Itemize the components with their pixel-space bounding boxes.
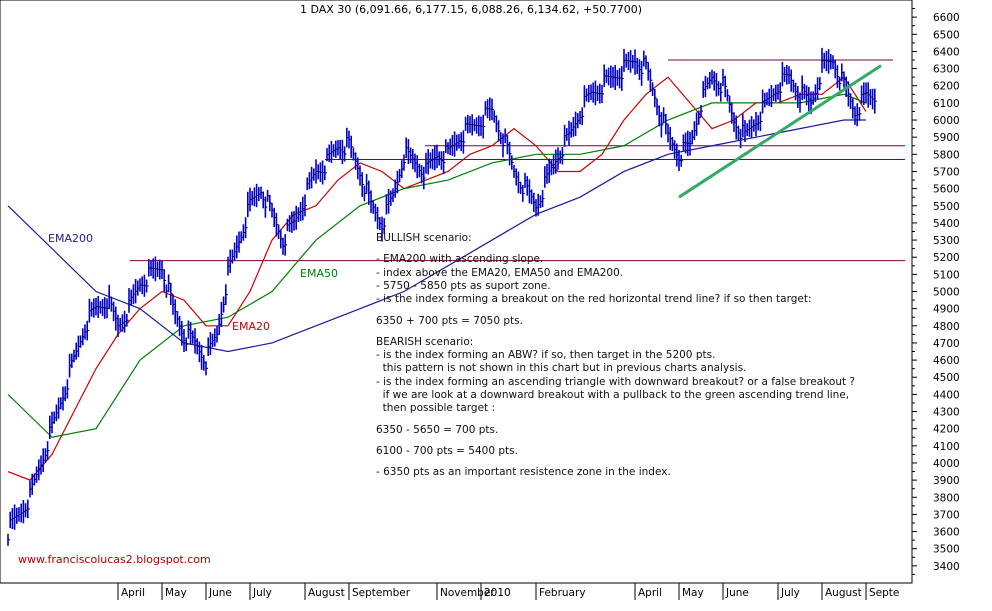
y-tick-label: 5300 bbox=[933, 235, 960, 247]
y-tick-label: 5700 bbox=[933, 166, 960, 178]
analysis-line: - 5750 - 5850 pts as suport zone. bbox=[376, 279, 551, 292]
website-link[interactable]: www.franciscolucas2.blogspot.com bbox=[18, 553, 211, 566]
y-tick-label: 5900 bbox=[933, 132, 960, 144]
y-tick-label: 6600 bbox=[933, 12, 960, 24]
series-annotations: EMA200 EMA50 EMA20 bbox=[48, 232, 338, 333]
ascending-trendline bbox=[678, 64, 882, 199]
x-tick-label: 2010 bbox=[484, 587, 511, 599]
analysis-line: - is the index forming an ascending tria… bbox=[376, 375, 856, 388]
y-tick-label: 4600 bbox=[933, 355, 960, 367]
x-tick-label: August bbox=[825, 587, 862, 599]
y-tick-label: 3800 bbox=[933, 492, 960, 504]
x-tick-label: May bbox=[682, 587, 704, 599]
x-tick-label: April bbox=[121, 587, 145, 599]
analysis-line: 6350 + 700 pts = 7050 pts. bbox=[376, 314, 523, 327]
y-tick-label: 3600 bbox=[933, 527, 960, 539]
y-tick-label: 5400 bbox=[933, 218, 960, 230]
analysis-line: - 6350 pts as an important resistence zo… bbox=[376, 466, 671, 479]
y-tick-label: 4100 bbox=[933, 441, 960, 453]
y-tick-label: 5800 bbox=[933, 149, 960, 161]
trendline bbox=[678, 64, 882, 199]
y-tick-label: 4500 bbox=[933, 372, 960, 384]
y-tick-label: 6200 bbox=[933, 81, 960, 93]
annotation-ema20: EMA20 bbox=[232, 320, 270, 333]
analysis-line: this pattern is not shown in this chart … bbox=[376, 362, 747, 375]
analysis-line: - is the index forming a breakout on the… bbox=[376, 293, 812, 306]
y-tick-label: 6000 bbox=[933, 115, 960, 127]
y-tick-label: 3400 bbox=[933, 561, 960, 573]
analysis-line: 6100 - 700 pts = 5400 pts. bbox=[376, 444, 518, 457]
analysis-line: - EMA200 with ascending slope. bbox=[376, 253, 544, 266]
analysis-line: - index above the EMA20, EMA50 and EMA20… bbox=[376, 266, 624, 279]
plot-area bbox=[0, 0, 913, 584]
x-tick-label: July bbox=[780, 587, 800, 599]
x-tick-label: June bbox=[208, 587, 232, 599]
y-tick-label: 4300 bbox=[933, 407, 960, 419]
y-tick-label: 4000 bbox=[933, 458, 960, 470]
y-axis: 3400 3500 3600 3700 3800 3900 4000 4100 4200 4300… bbox=[911, 0, 960, 583]
analysis-line: BULLISH scenario: bbox=[376, 232, 472, 244]
x-tick-label: Septe bbox=[869, 587, 899, 599]
y-tick-label: 5000 bbox=[933, 287, 960, 299]
x-axis: April May June July August September November2… bbox=[0, 582, 912, 600]
y-tick-label: 4400 bbox=[933, 389, 960, 401]
analysis-line: then possible target : bbox=[376, 402, 496, 415]
x-tick-label: August bbox=[308, 587, 345, 599]
chart-header: 1 DAX 30 (6,091.66, 6,177.15, 6,088.26, … bbox=[300, 3, 642, 16]
y-tick-label: 3900 bbox=[933, 475, 960, 487]
series-line-ema20 bbox=[7, 76, 867, 481]
y-tick-label: 3700 bbox=[933, 509, 960, 521]
y-tick-label: 6300 bbox=[933, 64, 960, 76]
x-tick-label: April bbox=[638, 587, 662, 599]
analysis-line: if we are look at a downward breakout wi… bbox=[376, 389, 850, 401]
y-tick-label: 5200 bbox=[933, 252, 960, 264]
y-tick-label: 6500 bbox=[933, 29, 960, 41]
analysis-line: BEARISH scenario: bbox=[376, 335, 474, 348]
y-tick-label: 4800 bbox=[933, 321, 960, 333]
y-tick-label: 4700 bbox=[933, 338, 960, 350]
x-tick-label: September bbox=[352, 587, 411, 599]
y-tick-label: 5500 bbox=[933, 201, 960, 213]
y-tick-label: 4200 bbox=[933, 424, 960, 436]
x-tick-label: July bbox=[252, 587, 272, 599]
x-tick-label: June bbox=[725, 587, 749, 599]
analysis-line: 6350 - 5650 = 700 pts. bbox=[376, 423, 499, 436]
price-bars bbox=[7, 47, 877, 546]
y-tick-label: 6100 bbox=[933, 98, 960, 110]
y-tick-label: 3500 bbox=[933, 544, 960, 556]
x-tick-label: February bbox=[539, 587, 586, 599]
annotation-ema200: EMA200 bbox=[48, 232, 93, 245]
series-line-ema50 bbox=[7, 93, 867, 438]
y-tick-label: 6400 bbox=[933, 46, 960, 58]
analysis-line: - is the index forming an ABW? if so, th… bbox=[376, 349, 716, 362]
y-tick-label: 5600 bbox=[933, 184, 960, 196]
y-tick-label: 4900 bbox=[933, 304, 960, 316]
x-tick-label: May bbox=[165, 587, 187, 599]
annotation-ema50: EMA50 bbox=[300, 267, 338, 280]
resistance-lines bbox=[130, 59, 905, 262]
y-tick-label: 5100 bbox=[933, 269, 960, 281]
